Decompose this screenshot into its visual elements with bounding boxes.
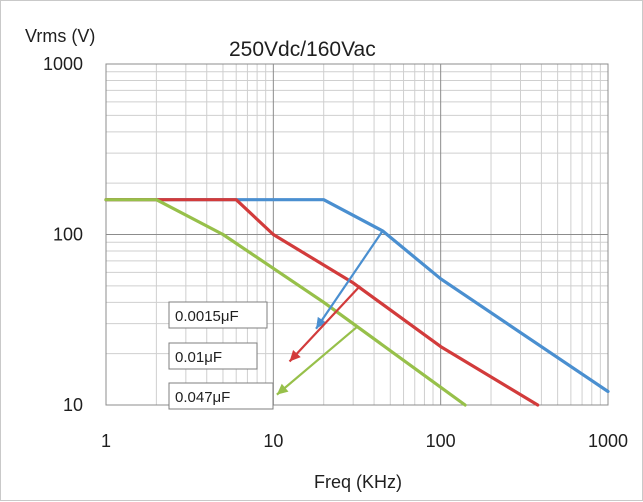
y-tick-label: 100 (53, 225, 83, 245)
annotation-label-1: 0.0015μF (175, 308, 239, 325)
y-tick-label: 1000 (43, 54, 83, 74)
annotation-box-2 (168, 342, 258, 370)
plot-area: 1 10 100 1000 10 100 1000 0.0015μF 0.01μF 0.047μF (43, 54, 628, 451)
x-tick-label: 1000 (588, 431, 628, 451)
plot-border (105, 63, 609, 406)
annotation-label-3: 0.047μF (175, 389, 230, 406)
annotation-arrowhead-1 (316, 316, 327, 329)
annotation-arrow-1 (315, 230, 384, 330)
annotation-box-3 (168, 382, 274, 410)
annotation-arrow-2 (288, 285, 361, 363)
annotation-label-2: 0.01μF (175, 349, 222, 366)
annotation-arrow-3 (276, 325, 359, 396)
series-line-2 (104, 198, 540, 407)
x-tick-label: 10 (263, 431, 283, 451)
x-axis-label: Freq (KHz) (314, 472, 402, 492)
annotation-arrowhead-2 (289, 350, 301, 362)
y-tick-label: 10 (63, 395, 83, 415)
chart-title: 250Vdc/160Vac (229, 38, 376, 61)
x-tick-label: 1 (101, 431, 111, 451)
annotation-arrowhead-3 (276, 383, 289, 395)
annotation-box-1 (168, 301, 268, 329)
series-line-3 (104, 198, 467, 407)
x-tick-label: 100 (426, 431, 456, 451)
y-axis-label: Vrms (V) (25, 26, 95, 46)
